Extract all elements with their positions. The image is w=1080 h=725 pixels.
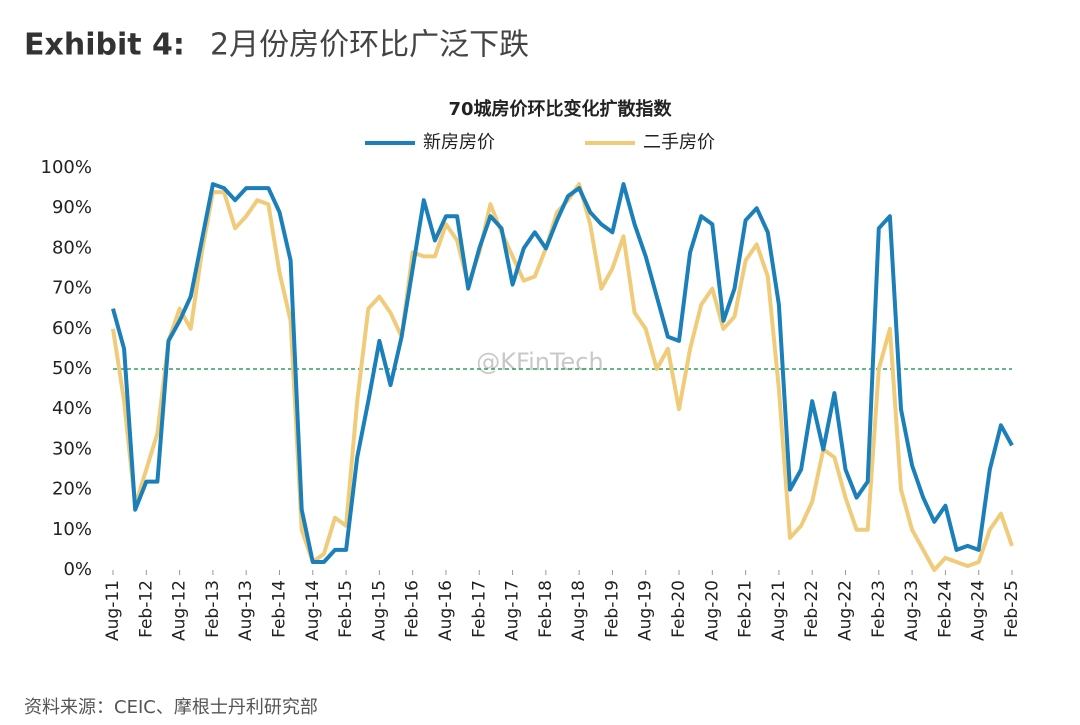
x-tick-label: Aug-20	[702, 580, 722, 641]
y-tick-label: 0%	[63, 559, 92, 580]
y-tick-label: 90%	[52, 197, 92, 218]
x-tick-label: Feb-20	[669, 580, 689, 638]
x-tick-label: Feb-21	[736, 580, 756, 638]
x-tick-label: Feb-18	[536, 580, 556, 638]
x-tick-label: Aug-14	[303, 580, 323, 641]
x-tick-label: Feb-14	[269, 580, 289, 638]
source-note: 资料来源：CEIC、摩根士丹利研究部	[24, 697, 318, 718]
series-line	[111, 182, 1014, 564]
x-tick-label: Feb-24	[935, 580, 955, 638]
legend-label: 新房房价	[423, 132, 495, 153]
x-tick-label: Aug-21	[769, 580, 789, 641]
x-tick-label: Aug-17	[503, 580, 523, 641]
x-tick-label: Aug-23	[902, 580, 922, 641]
x-tick-label: Feb-15	[336, 580, 356, 638]
y-tick-label: 40%	[52, 398, 92, 419]
y-tick-label: 10%	[52, 519, 92, 540]
y-tick-label: 80%	[52, 237, 92, 258]
y-tick-label: 70%	[52, 278, 92, 299]
x-tick-label: Aug-11	[103, 580, 123, 641]
x-tick-label: Aug-24	[969, 580, 989, 641]
x-tick-label: Feb-19	[602, 580, 622, 638]
page-title: 2月份房价环比广泛下跌	[210, 28, 529, 63]
x-tick-label: Feb-22	[802, 580, 822, 638]
y-tick-label: 100%	[41, 157, 92, 178]
x-tick-label: Feb-17	[469, 580, 489, 638]
x-tick-label: Aug-19	[636, 580, 656, 641]
x-tick-label: Feb-16	[403, 580, 423, 638]
x-tick-label: Aug-15	[369, 580, 389, 641]
y-tick-label: 60%	[52, 318, 92, 339]
chart-title: 70城房价环比变化扩散指数	[448, 98, 672, 120]
x-tick-label: Feb-13	[203, 580, 223, 638]
watermark: @KFinTech	[476, 348, 603, 376]
x-tick-label: Feb-25	[1002, 580, 1022, 638]
x-tick-label: Aug-18	[569, 580, 589, 641]
x-tick-label: Aug-22	[836, 580, 856, 641]
y-tick-label: 30%	[52, 438, 92, 459]
y-tick-label: 20%	[52, 479, 92, 500]
x-tick-label: Feb-12	[136, 580, 156, 638]
legend-label: 二手房价	[643, 132, 715, 153]
exhibit-label: Exhibit 4:	[24, 28, 185, 63]
x-tick-label: Aug-13	[236, 580, 256, 641]
x-tick-label: Aug-12	[170, 580, 190, 641]
y-tick-label: 50%	[52, 358, 92, 379]
x-tick-label: Aug-16	[436, 580, 456, 641]
x-tick-label: Feb-23	[869, 580, 889, 638]
